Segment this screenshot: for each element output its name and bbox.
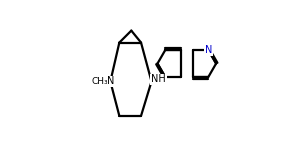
Text: NH: NH <box>151 74 166 84</box>
Text: N: N <box>107 76 114 86</box>
Text: CH₃: CH₃ <box>91 77 108 86</box>
Text: N: N <box>205 45 212 55</box>
